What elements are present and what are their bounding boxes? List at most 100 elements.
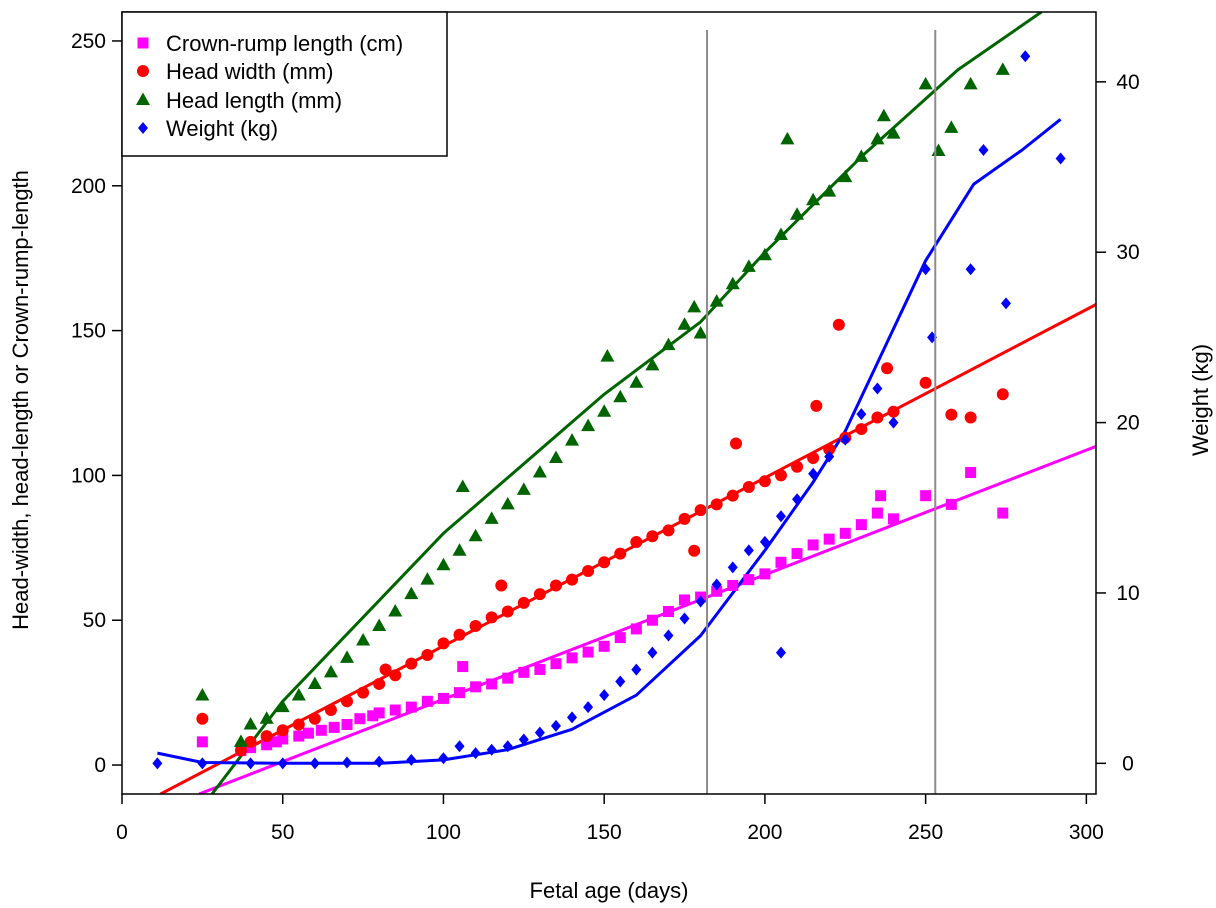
data-point-series-3 xyxy=(1020,50,1031,63)
fit-line-1 xyxy=(159,303,1096,794)
data-point-series-2 xyxy=(195,688,210,701)
data-point-series-0 xyxy=(679,594,691,606)
data-point-series-1 xyxy=(688,544,701,557)
data-point-series-0 xyxy=(389,704,401,716)
y-left-tick-label: 250 xyxy=(71,30,106,53)
data-point-series-0 xyxy=(277,733,289,745)
legend-label-head-width: Head width (mm) xyxy=(166,59,333,84)
data-point-series-0 xyxy=(261,739,273,751)
data-point-series-0 xyxy=(437,692,449,704)
data-point-series-3 xyxy=(550,719,561,732)
data-point-series-2 xyxy=(420,572,435,585)
data-point-series-2 xyxy=(687,299,702,313)
data-point-series-3 xyxy=(759,535,770,548)
data-point-series-3 xyxy=(856,408,867,421)
data-point-series-3 xyxy=(888,416,899,429)
data-point-series-0 xyxy=(454,687,466,699)
data-point-series-2 xyxy=(677,317,692,330)
data-point-series-0 xyxy=(566,652,578,664)
data-point-series-1 xyxy=(598,556,611,569)
data-point-series-0 xyxy=(759,568,771,580)
data-point-series-3 xyxy=(743,544,754,557)
data-point-series-1 xyxy=(855,423,868,436)
data-point-series-2 xyxy=(307,676,322,689)
data-point-series-3 xyxy=(920,263,931,276)
data-point-series-2 xyxy=(243,716,258,730)
data-point-series-0 xyxy=(875,490,887,502)
y-right-tick-label: 10 xyxy=(1116,582,1139,605)
data-point-series-3 xyxy=(775,510,786,523)
data-point-series-3 xyxy=(197,757,208,770)
data-point-series-0 xyxy=(373,707,385,719)
data-point-series-2 xyxy=(693,325,708,339)
data-point-series-1 xyxy=(379,663,392,676)
data-point-series-0 xyxy=(502,672,514,684)
data-point-series-1 xyxy=(678,512,691,525)
data-point-series-1 xyxy=(244,735,257,748)
data-point-series-0 xyxy=(997,507,1009,519)
data-point-series-0 xyxy=(341,718,353,730)
data-point-series-1 xyxy=(662,524,675,537)
legend-marker-3 xyxy=(138,122,148,134)
data-point-series-2 xyxy=(468,528,483,542)
data-point-series-3 xyxy=(647,646,658,659)
legend-markers xyxy=(136,37,150,134)
data-point-series-1 xyxy=(324,704,337,717)
data-point-series-2 xyxy=(356,632,371,646)
data-point-series-1 xyxy=(887,405,900,418)
data-points xyxy=(152,50,1066,770)
data-point-series-0 xyxy=(646,614,658,626)
data-point-series-1 xyxy=(758,475,771,488)
data-point-series-2 xyxy=(516,482,531,495)
data-point-series-3 xyxy=(808,467,819,480)
data-point-series-0 xyxy=(405,701,417,713)
data-point-series-0 xyxy=(887,513,899,525)
data-point-series-2 xyxy=(372,618,387,632)
legend-marker-1 xyxy=(137,65,149,77)
data-point-series-2 xyxy=(597,404,612,417)
data-point-series-2 xyxy=(854,149,869,162)
data-point-series-1 xyxy=(742,480,755,493)
data-point-series-1 xyxy=(292,718,305,731)
data-point-series-2 xyxy=(838,169,853,183)
data-point-series-2 xyxy=(452,543,467,556)
data-point-series-2 xyxy=(388,604,403,617)
data-point-series-1 xyxy=(646,530,659,543)
data-point-series-3 xyxy=(342,756,353,769)
y-right-tick-label: 40 xyxy=(1116,71,1139,94)
data-point-series-0 xyxy=(727,579,739,591)
data-point-series-3 xyxy=(872,382,883,395)
data-point-series-2 xyxy=(886,126,901,139)
legend-label-crown-rump: Crown-rump length (cm) xyxy=(166,31,403,56)
data-point-series-2 xyxy=(436,557,451,571)
x-tick-label: 300 xyxy=(1069,821,1104,844)
data-point-series-3 xyxy=(631,663,642,676)
x-tick-label: 250 xyxy=(908,821,943,844)
y-axis-left-title: Head-width, head-length or Crown-rump-le… xyxy=(8,170,33,630)
data-point-series-1 xyxy=(421,648,434,661)
data-point-series-3 xyxy=(775,646,786,659)
data-point-series-2 xyxy=(613,389,628,403)
y-left-tick-label: 50 xyxy=(83,609,106,632)
data-point-series-1 xyxy=(341,695,354,708)
data-point-series-2 xyxy=(870,131,885,145)
data-point-series-1 xyxy=(996,388,1009,401)
data-point-series-0 xyxy=(457,661,469,673)
data-point-series-2 xyxy=(500,496,515,510)
data-point-series-1 xyxy=(774,469,787,482)
data-point-series-0 xyxy=(315,724,327,736)
data-point-series-3 xyxy=(1055,152,1066,165)
data-point-series-1 xyxy=(495,579,508,592)
data-point-series-3 xyxy=(309,757,320,770)
fit-line-3 xyxy=(157,118,1062,765)
data-point-series-0 xyxy=(598,640,610,652)
data-point-series-0 xyxy=(630,623,642,635)
data-point-series-2 xyxy=(581,418,596,432)
data-point-series-3 xyxy=(374,755,385,768)
data-point-series-0 xyxy=(328,721,340,733)
data-point-series-3 xyxy=(152,757,163,770)
y-left-tick-label: 200 xyxy=(71,175,106,198)
data-point-series-2 xyxy=(725,276,740,290)
y-axis-left: 0 50 100 150 200 250 xyxy=(71,30,122,777)
data-point-series-0 xyxy=(920,490,932,502)
